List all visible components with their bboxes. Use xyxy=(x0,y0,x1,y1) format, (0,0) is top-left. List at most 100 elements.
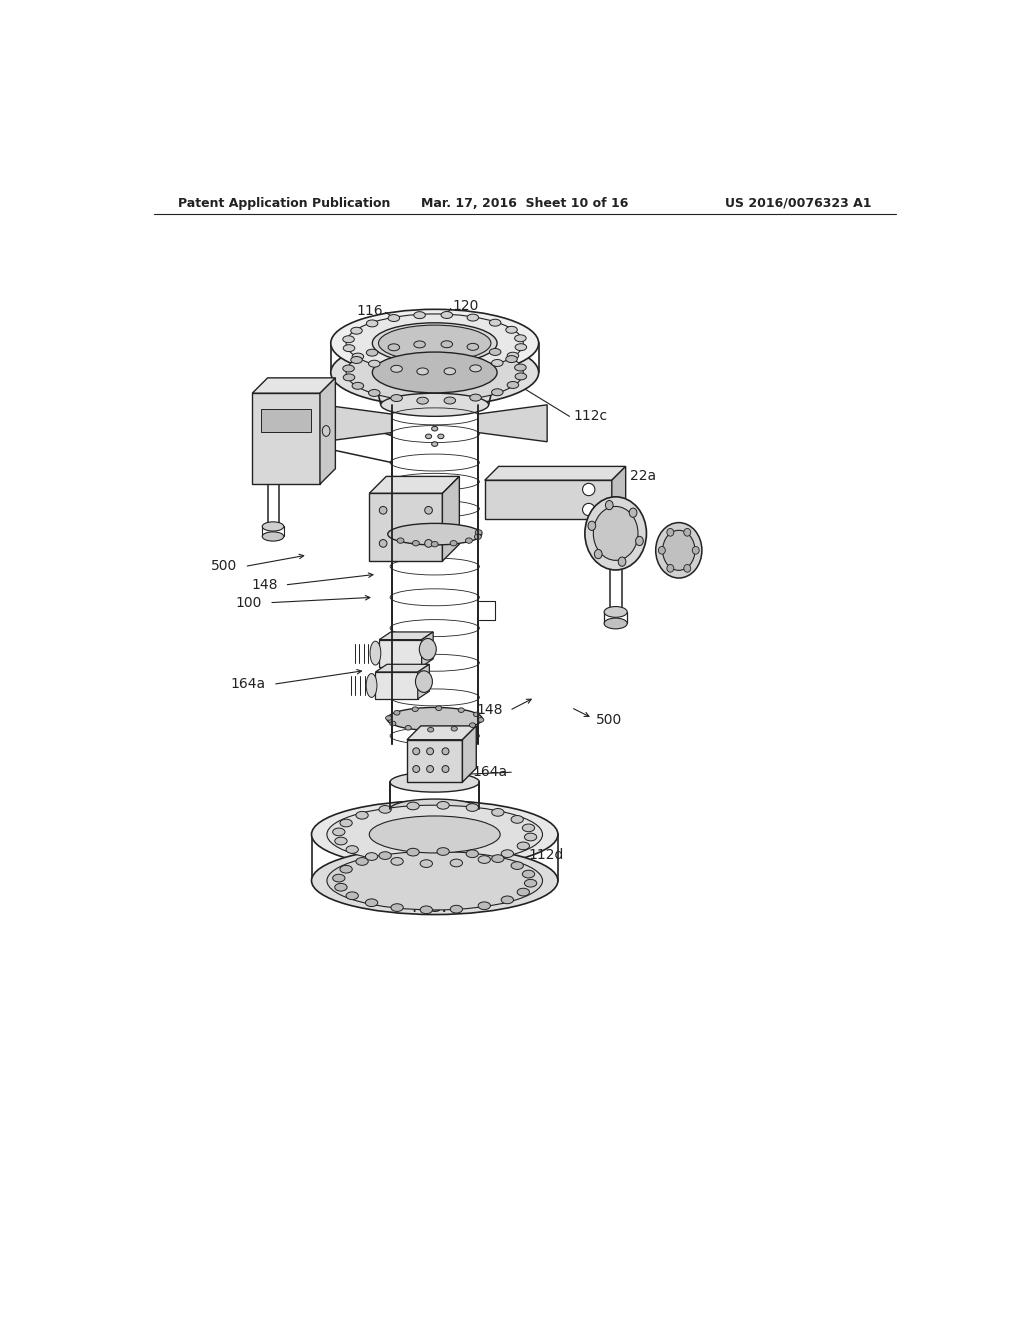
Ellipse shape xyxy=(432,426,438,430)
Ellipse shape xyxy=(522,870,535,878)
Polygon shape xyxy=(407,726,476,739)
Ellipse shape xyxy=(414,341,425,348)
Ellipse shape xyxy=(507,352,519,359)
Ellipse shape xyxy=(262,532,284,541)
Ellipse shape xyxy=(511,816,523,824)
Ellipse shape xyxy=(373,352,497,393)
Ellipse shape xyxy=(501,896,513,904)
Ellipse shape xyxy=(386,715,392,721)
Ellipse shape xyxy=(390,721,396,726)
Ellipse shape xyxy=(515,364,526,371)
Text: US 2016/0076323 A1: US 2016/0076323 A1 xyxy=(725,197,871,210)
Ellipse shape xyxy=(489,319,501,326)
Text: 148: 148 xyxy=(477,704,503,718)
Ellipse shape xyxy=(367,319,378,327)
Ellipse shape xyxy=(391,395,402,401)
Ellipse shape xyxy=(655,523,701,578)
Ellipse shape xyxy=(442,748,449,755)
Ellipse shape xyxy=(327,805,543,863)
Ellipse shape xyxy=(604,607,628,618)
Ellipse shape xyxy=(474,535,481,540)
Ellipse shape xyxy=(469,723,475,727)
Ellipse shape xyxy=(451,906,463,913)
Ellipse shape xyxy=(367,350,378,356)
Ellipse shape xyxy=(390,772,479,792)
Ellipse shape xyxy=(407,803,419,809)
Ellipse shape xyxy=(507,381,519,388)
Ellipse shape xyxy=(452,726,458,731)
Ellipse shape xyxy=(346,343,523,401)
Ellipse shape xyxy=(416,671,432,693)
Ellipse shape xyxy=(515,374,526,380)
Ellipse shape xyxy=(388,343,399,351)
Text: 112c: 112c xyxy=(573,409,607,424)
Text: 120: 120 xyxy=(453,300,479,313)
Text: 148: 148 xyxy=(252,578,279,591)
Ellipse shape xyxy=(413,540,419,546)
Ellipse shape xyxy=(605,500,613,510)
Ellipse shape xyxy=(417,368,428,375)
Polygon shape xyxy=(484,466,626,480)
Ellipse shape xyxy=(369,389,380,396)
Ellipse shape xyxy=(387,708,482,730)
Text: Mar. 17, 2016  Sheet 10 of 16: Mar. 17, 2016 Sheet 10 of 16 xyxy=(421,197,629,210)
Ellipse shape xyxy=(618,557,626,566)
Ellipse shape xyxy=(477,718,483,722)
Ellipse shape xyxy=(658,546,666,554)
Ellipse shape xyxy=(391,904,403,911)
Ellipse shape xyxy=(470,395,481,401)
Ellipse shape xyxy=(442,766,449,772)
Ellipse shape xyxy=(431,541,438,546)
Ellipse shape xyxy=(351,356,362,363)
Ellipse shape xyxy=(346,892,358,900)
Ellipse shape xyxy=(367,673,377,697)
Ellipse shape xyxy=(356,812,369,820)
Ellipse shape xyxy=(478,855,490,863)
Ellipse shape xyxy=(333,874,345,882)
Ellipse shape xyxy=(585,496,646,570)
Ellipse shape xyxy=(506,355,517,363)
Ellipse shape xyxy=(335,837,347,845)
Ellipse shape xyxy=(506,326,517,333)
Ellipse shape xyxy=(667,565,674,572)
Polygon shape xyxy=(442,477,460,561)
Ellipse shape xyxy=(369,360,380,367)
Ellipse shape xyxy=(407,849,419,855)
Polygon shape xyxy=(478,405,547,442)
Ellipse shape xyxy=(492,359,503,367)
Ellipse shape xyxy=(492,389,503,396)
Polygon shape xyxy=(407,739,463,781)
Ellipse shape xyxy=(473,711,479,717)
Ellipse shape xyxy=(327,851,543,909)
Ellipse shape xyxy=(492,855,504,862)
Ellipse shape xyxy=(379,851,391,859)
Ellipse shape xyxy=(346,846,358,854)
Ellipse shape xyxy=(466,537,472,544)
Ellipse shape xyxy=(684,565,691,572)
Ellipse shape xyxy=(515,335,526,342)
Ellipse shape xyxy=(511,862,523,870)
Ellipse shape xyxy=(492,809,504,816)
Ellipse shape xyxy=(351,327,362,334)
Ellipse shape xyxy=(333,828,345,836)
Polygon shape xyxy=(252,393,319,484)
Text: 112d: 112d xyxy=(528,849,564,862)
Ellipse shape xyxy=(420,859,432,867)
Ellipse shape xyxy=(441,312,453,318)
Ellipse shape xyxy=(515,343,526,351)
Ellipse shape xyxy=(391,858,403,865)
Ellipse shape xyxy=(629,508,637,517)
Ellipse shape xyxy=(413,748,420,755)
Ellipse shape xyxy=(414,312,425,318)
Polygon shape xyxy=(370,477,460,494)
Polygon shape xyxy=(422,632,433,667)
Polygon shape xyxy=(323,405,391,442)
Polygon shape xyxy=(261,409,310,432)
Ellipse shape xyxy=(343,366,354,372)
Ellipse shape xyxy=(451,859,463,867)
Ellipse shape xyxy=(370,642,381,665)
Ellipse shape xyxy=(417,397,428,404)
Ellipse shape xyxy=(501,850,513,858)
Ellipse shape xyxy=(311,847,558,915)
Text: 500: 500 xyxy=(211,560,237,573)
